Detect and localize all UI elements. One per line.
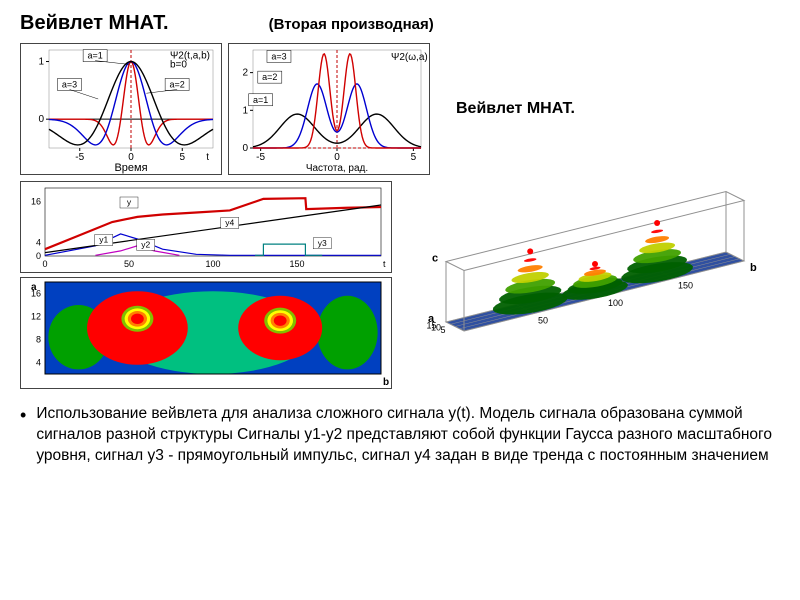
- svg-text:t: t: [383, 259, 386, 269]
- svg-text:y4: y4: [225, 217, 234, 227]
- svg-text:0: 0: [38, 114, 44, 125]
- surface-3d: 5010015051015bac: [404, 181, 774, 381]
- svg-text:Частота, рад.: Частота, рад.: [306, 163, 368, 174]
- svg-text:a=2: a=2: [262, 72, 277, 82]
- svg-text:-5: -5: [256, 152, 265, 163]
- svg-text:a: a: [428, 313, 435, 325]
- svg-text:150: 150: [289, 259, 304, 269]
- svg-text:4: 4: [36, 358, 41, 368]
- mhat-freq-chart: -5 0 5 0 1 2 Частота, рад. Ψ2(ω,a) a=3 a=2 a=1: [228, 43, 430, 175]
- svg-text:2: 2: [242, 68, 248, 79]
- svg-text:b: b: [750, 262, 757, 274]
- svg-text:8: 8: [36, 335, 41, 345]
- side-label: Вейвлет МНАТ.: [456, 100, 575, 118]
- svg-text:5: 5: [411, 152, 417, 163]
- svg-text:b: b: [383, 377, 389, 388]
- svg-text:a=2: a=2: [169, 79, 184, 89]
- svg-text:a=1: a=1: [253, 95, 268, 105]
- svg-text:y3: y3: [318, 238, 327, 248]
- svg-text:Ψ2(ω,a): Ψ2(ω,a): [391, 52, 428, 63]
- svg-text:12: 12: [31, 312, 41, 322]
- svg-text:1: 1: [242, 105, 248, 116]
- page-subtitle: (Вторая производная): [269, 16, 434, 33]
- svg-text:a=3: a=3: [62, 79, 77, 89]
- svg-text:0: 0: [334, 152, 340, 163]
- svg-text:0: 0: [242, 143, 248, 154]
- svg-text:Время: Время: [114, 162, 147, 174]
- svg-text:c: c: [432, 253, 438, 265]
- svg-text:4: 4: [36, 237, 41, 247]
- svg-text:-5: -5: [75, 152, 84, 163]
- signal-chart: 0501001500416tyy1y2y4y3: [20, 181, 392, 273]
- svg-text:50: 50: [538, 316, 548, 326]
- svg-text:5: 5: [440, 325, 445, 335]
- svg-text:a=1: a=1: [87, 51, 102, 61]
- svg-text:y1: y1: [99, 234, 108, 244]
- body-paragraph: Использование вейвлета для анализа сложн…: [36, 404, 780, 467]
- svg-text:16: 16: [31, 289, 41, 299]
- svg-text:a=3: a=3: [271, 51, 286, 61]
- svg-text:t: t: [206, 152, 209, 163]
- mhat-time-chart: -50501tВремяΨ2(t,a,b)b=0a=1a=3a=2: [20, 43, 222, 175]
- svg-text:16: 16: [31, 197, 41, 207]
- svg-text:100: 100: [608, 298, 623, 308]
- svg-text:b=0: b=0: [170, 59, 187, 70]
- svg-text:1: 1: [38, 57, 44, 68]
- svg-text:0: 0: [36, 251, 41, 261]
- svg-text:50: 50: [124, 259, 134, 269]
- svg-text:0: 0: [42, 259, 47, 269]
- svg-text:150: 150: [678, 281, 693, 291]
- scalogram-heatmap: a481216b: [20, 277, 392, 389]
- svg-text:5: 5: [179, 152, 185, 163]
- page-title: Вейвлет МНАТ.: [20, 12, 169, 35]
- svg-text:100: 100: [205, 259, 220, 269]
- svg-text:y2: y2: [141, 240, 150, 250]
